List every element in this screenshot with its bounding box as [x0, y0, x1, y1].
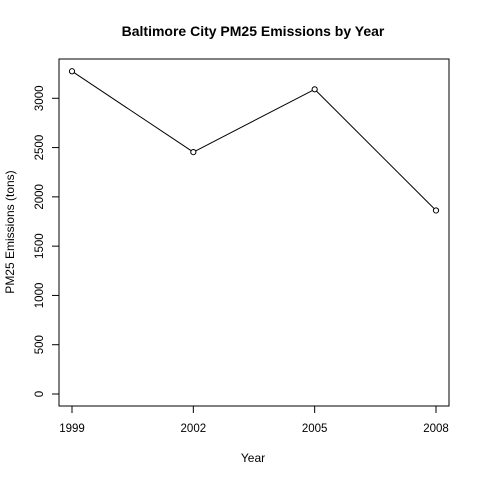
y-tick-label: 0 — [34, 391, 46, 397]
x-axis: 1999 2002 2005 2008 — [59, 405, 449, 435]
y-tick-label: 1000 — [34, 283, 46, 309]
x-tick-label: 2005 — [302, 423, 328, 435]
data-point — [68, 68, 76, 75]
chart-title: Baltimore City PM25 Emissions by Year — [122, 23, 385, 39]
series-line-segment — [316, 90, 435, 209]
y-axis: 0 500 1000 1500 2000 2500 3000 — [34, 85, 60, 397]
y-axis-label: PM25 Emissions (tons) — [3, 170, 17, 293]
y-tick-label: 1500 — [34, 233, 46, 259]
y-tick-label: 2000 — [34, 184, 46, 210]
series-line-segment — [195, 90, 313, 152]
data-point — [432, 207, 440, 214]
y-tick-label: 3000 — [34, 85, 46, 111]
x-axis-label: Year — [241, 451, 265, 465]
series-line-segment — [73, 72, 192, 152]
y-tick-label: 2500 — [34, 135, 46, 161]
x-tick-label: 2002 — [181, 423, 207, 435]
series-layer — [68, 68, 440, 214]
y-tick-label: 500 — [34, 335, 46, 354]
x-tick-label: 2008 — [423, 423, 449, 435]
x-tick-label: 1999 — [59, 423, 85, 435]
plot-frame — [58, 58, 450, 407]
data-point — [190, 149, 197, 156]
data-point — [311, 86, 318, 93]
